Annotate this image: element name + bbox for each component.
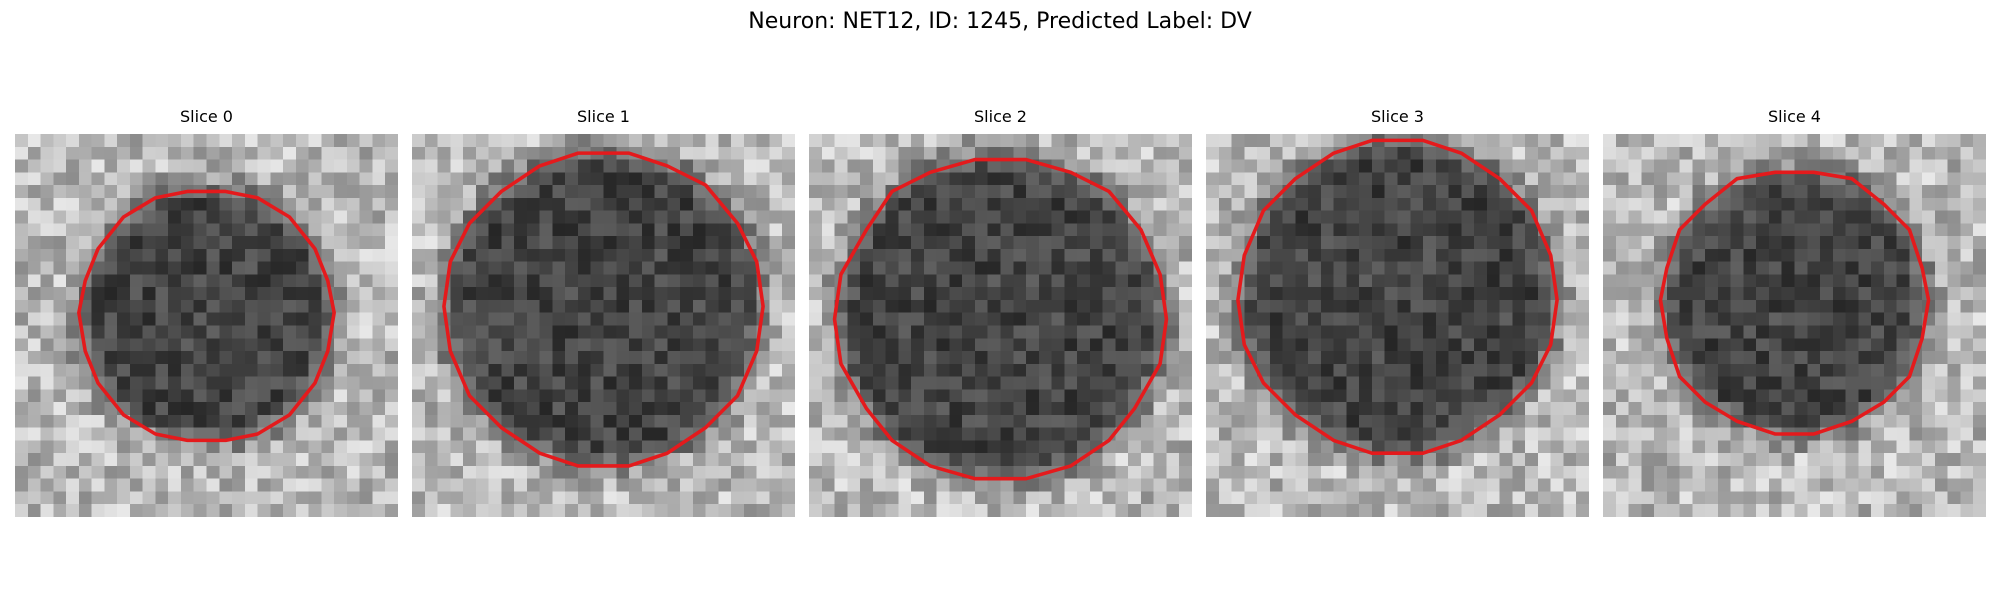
slice-image-3 [1206,134,1589,517]
slice-title-1: Slice 1 [577,107,630,126]
slice-image-0 [15,134,398,517]
slice-image-2 [809,134,1192,517]
figure-title: Neuron: NET12, ID: 1245, Predicted Label… [748,9,1252,34]
slice-title-3: Slice 3 [1371,107,1424,126]
roi-outline-0 [77,189,336,443]
slice-title-4: Slice 4 [1768,107,1821,126]
slice-title-0: Slice 0 [180,107,233,126]
roi-outline-2 [832,157,1169,481]
slice-title-2: Slice 2 [974,107,1027,126]
roi-outline-3 [1236,138,1559,455]
roi-outline-4 [1658,170,1931,436]
slice-image-1 [412,134,795,517]
slice-image-4 [1603,134,1986,517]
roi-outline-1 [442,151,765,468]
